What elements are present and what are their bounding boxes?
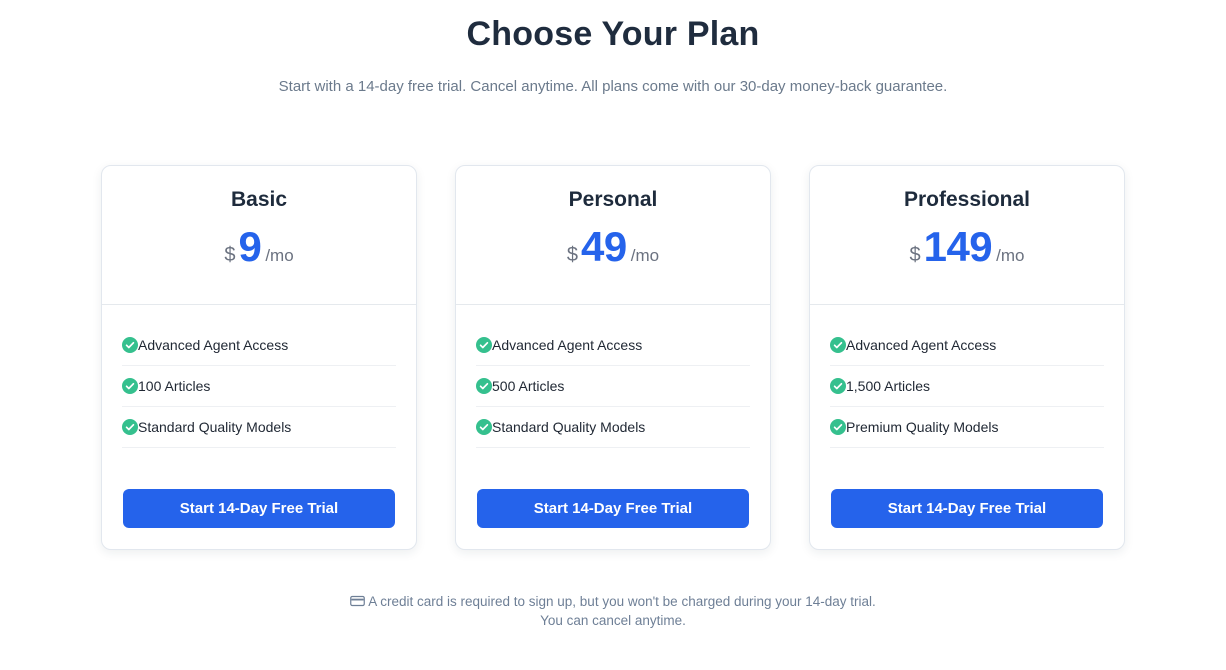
price-currency: $ [909, 243, 921, 266]
plan-name: Professional [903, 187, 1031, 211]
plan-card-header: Personal $ 49 /mo [456, 166, 770, 305]
feature-item: Premium Quality Models [830, 407, 1104, 448]
plan-price: $ 149 /mo [810, 222, 1124, 270]
start-trial-button-basic[interactable]: Start 14-Day Free Trial [123, 488, 395, 528]
page-title: Choose Your Plan [466, 15, 760, 53]
check-circle-icon [830, 377, 846, 394]
check-circle-icon [830, 418, 846, 435]
price-period: /mo [630, 245, 660, 265]
price-period: /mo [265, 245, 294, 265]
feature-item: 1,500 Articles [830, 366, 1104, 407]
plan-card-basic: Basic $ 9 /mo Advanced Agent Access [101, 164, 417, 550]
feature-list: Advanced Agent Access 100 Articles Stand… [102, 305, 416, 489]
check-circle-icon [476, 377, 492, 394]
feature-label: 100 Articles [138, 377, 211, 394]
feature-item: 100 Articles [122, 366, 396, 407]
feature-item: Standard Quality Models [122, 407, 396, 448]
plan-name: Personal [568, 187, 658, 211]
plan-card-header: Professional $ 149 /mo [810, 166, 1124, 305]
price-amount: 49 [581, 222, 627, 270]
feature-label: Advanced Agent Access [492, 336, 643, 353]
plan-name: Basic [230, 187, 288, 211]
feature-list: Advanced Agent Access 1,500 Articles Pre… [810, 305, 1124, 489]
feature-label: Standard Quality Models [492, 418, 646, 435]
footer-note-text: A credit card is required to sign up, bu… [368, 593, 876, 609]
feature-label: Advanced Agent Access [846, 336, 997, 353]
start-trial-button-professional[interactable]: Start 14-Day Free Trial [831, 488, 1103, 528]
feature-label: Standard Quality Models [138, 418, 292, 435]
feature-label: 500 Articles [492, 377, 565, 394]
check-circle-icon [476, 336, 492, 353]
pricing-page: Choose Your Plan Start with a 14-day fre… [0, 14, 1226, 670]
page-subtitle: Start with a 14-day free trial. Cancel a… [278, 77, 948, 95]
check-circle-icon [122, 377, 138, 394]
plan-price: $ 9 /mo [102, 222, 416, 270]
feature-label: Advanced Agent Access [138, 336, 289, 353]
footer-note-line1: A credit card is required to sign up, bu… [0, 592, 1226, 611]
feature-item: Advanced Agent Access [830, 325, 1104, 366]
card-footer: Start 14-Day Free Trial [456, 488, 770, 549]
plan-cards: Basic $ 9 /mo Advanced Agent Access [0, 164, 1226, 550]
feature-label: 1,500 Articles [846, 377, 931, 394]
feature-item: Advanced Agent Access [476, 325, 750, 366]
check-circle-icon [122, 418, 138, 435]
plan-card-professional: Professional $ 149 /mo Advanced Agent Ac… [809, 164, 1125, 550]
price-period: /mo [996, 245, 1025, 265]
footer-note-line2: You can cancel anytime. [540, 612, 686, 628]
price-currency: $ [566, 243, 579, 266]
check-circle-icon [830, 336, 846, 353]
plan-card-personal: Personal $ 49 /mo Advanced Agent Access [455, 164, 771, 550]
plan-price: $ 49 /mo [456, 222, 770, 270]
check-circle-icon [122, 336, 138, 353]
card-footer: Start 14-Day Free Trial [102, 488, 416, 549]
credit-card-icon [350, 595, 366, 607]
feature-item: 500 Articles [476, 366, 750, 407]
feature-item: Standard Quality Models [476, 407, 750, 448]
price-currency: $ [224, 243, 236, 266]
card-footer: Start 14-Day Free Trial [810, 488, 1124, 549]
feature-list: Advanced Agent Access 500 Articles Stand… [456, 305, 770, 489]
price-amount: 149 [923, 222, 993, 270]
check-circle-icon [476, 418, 492, 435]
feature-label: Premium Quality Models [846, 418, 999, 435]
price-amount: 9 [238, 222, 262, 270]
footer-note: A credit card is required to sign up, bu… [0, 592, 1226, 630]
plan-card-header: Basic $ 9 /mo [102, 166, 416, 305]
start-trial-button-personal[interactable]: Start 14-Day Free Trial [477, 488, 749, 528]
feature-item: Advanced Agent Access [122, 325, 396, 366]
